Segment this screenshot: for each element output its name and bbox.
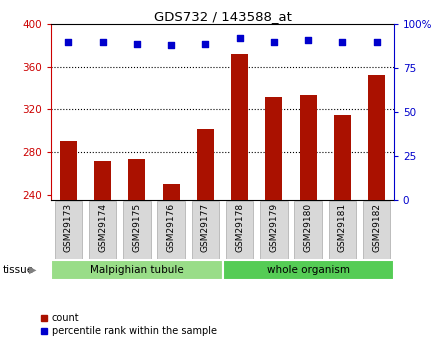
Text: GSM29173: GSM29173 <box>64 203 73 252</box>
Text: GSM29175: GSM29175 <box>132 203 142 252</box>
FancyBboxPatch shape <box>89 201 116 259</box>
FancyBboxPatch shape <box>192 201 219 259</box>
Bar <box>60 141 77 200</box>
Text: GSM29180: GSM29180 <box>303 203 313 252</box>
Text: Malpighian tubule: Malpighian tubule <box>90 265 184 275</box>
Point <box>236 36 243 41</box>
Point <box>305 37 312 43</box>
Point <box>202 41 209 46</box>
Bar <box>368 75 385 200</box>
FancyBboxPatch shape <box>260 201 287 259</box>
Text: GSM29182: GSM29182 <box>372 203 381 252</box>
FancyBboxPatch shape <box>295 201 322 259</box>
Bar <box>231 54 248 200</box>
FancyBboxPatch shape <box>222 260 394 280</box>
Point <box>271 39 278 45</box>
Text: ▶: ▶ <box>29 265 36 275</box>
Legend: count, percentile rank within the sample: count, percentile rank within the sample <box>36 309 220 340</box>
FancyBboxPatch shape <box>363 201 390 259</box>
Bar <box>197 129 214 200</box>
Bar <box>265 97 283 200</box>
Bar <box>162 184 180 200</box>
Title: GDS732 / 143588_at: GDS732 / 143588_at <box>154 10 291 23</box>
Text: GSM29176: GSM29176 <box>166 203 176 252</box>
Bar <box>94 161 111 200</box>
Bar <box>299 95 317 200</box>
Point <box>373 39 380 45</box>
FancyBboxPatch shape <box>55 201 82 259</box>
Text: GSM29181: GSM29181 <box>338 203 347 252</box>
FancyBboxPatch shape <box>158 201 185 259</box>
Point <box>99 39 106 45</box>
Text: GSM29174: GSM29174 <box>98 203 107 252</box>
FancyBboxPatch shape <box>123 201 150 259</box>
FancyBboxPatch shape <box>51 260 223 280</box>
Text: whole organism: whole organism <box>267 265 350 275</box>
Bar <box>334 115 351 200</box>
FancyBboxPatch shape <box>226 201 253 259</box>
Text: tissue: tissue <box>2 265 33 275</box>
Text: GSM29179: GSM29179 <box>269 203 279 252</box>
Text: GSM29177: GSM29177 <box>201 203 210 252</box>
Bar <box>128 158 146 200</box>
Text: GSM29178: GSM29178 <box>235 203 244 252</box>
Point <box>168 42 175 48</box>
Point <box>65 39 72 45</box>
Point <box>339 39 346 45</box>
FancyBboxPatch shape <box>329 201 356 259</box>
Point <box>134 41 141 46</box>
